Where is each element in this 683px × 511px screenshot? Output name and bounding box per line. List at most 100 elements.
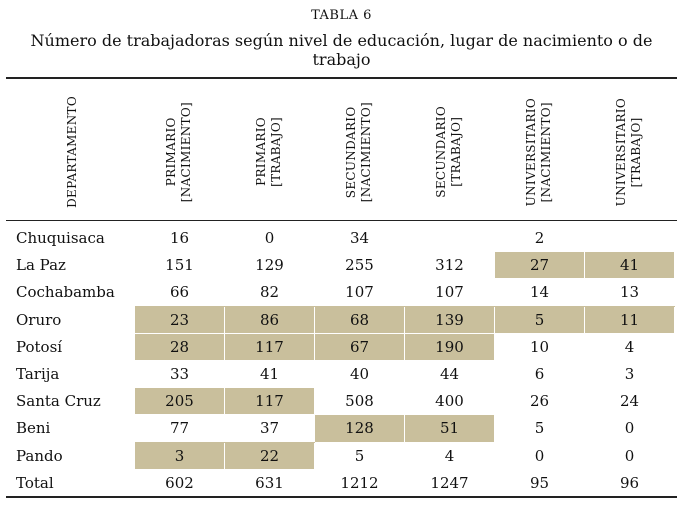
row-label: Beni bbox=[16, 419, 51, 438]
table-cell: 26 bbox=[529, 392, 550, 411]
table-row: Pando 3 22 5 4 0 0 bbox=[7, 441, 675, 470]
column-header-universitario-nacimiento: UNIVERSITARIO [NACIMIENTO] bbox=[494, 86, 584, 218]
table-cell: 128 bbox=[314, 414, 405, 443]
table-cell: 1247 bbox=[430, 473, 469, 492]
table-row: Chuquisaca 16 0 34 2 bbox=[7, 225, 675, 252]
table-cell: 51 bbox=[404, 414, 495, 443]
column-header-line2: [TRABAJO] bbox=[269, 117, 283, 187]
table-cell: 16 bbox=[169, 229, 190, 248]
table-label: TABLA 6 bbox=[311, 8, 372, 23]
table-cell: 14 bbox=[529, 283, 550, 302]
table-title: Número de trabajadoras según nivel de ed… bbox=[30, 31, 653, 69]
table-cell: 5 bbox=[354, 446, 365, 465]
table-cell: 3 bbox=[624, 365, 635, 384]
table-cell: 107 bbox=[345, 283, 374, 302]
table-cell: 6 bbox=[534, 365, 545, 384]
top-rule bbox=[6, 77, 677, 79]
table-cell: 508 bbox=[345, 392, 374, 411]
table-cell: 255 bbox=[345, 256, 374, 275]
row-label: Tarija bbox=[16, 365, 60, 384]
table-cell: 205 bbox=[134, 387, 225, 416]
column-header-line1: DEPARTAMENTO bbox=[64, 96, 79, 208]
table-cell: 68 bbox=[314, 305, 405, 334]
column-header-line2: [NACIMIENTO] bbox=[179, 101, 193, 203]
table-cell: 41 bbox=[584, 251, 675, 280]
table-cell: 312 bbox=[435, 256, 464, 275]
table-cell: 129 bbox=[255, 256, 284, 275]
table-cell: 13 bbox=[619, 283, 640, 302]
table-row: Cochabamba 66 82 107 107 14 13 bbox=[7, 279, 675, 306]
table-cell: 44 bbox=[439, 365, 460, 384]
table-row: Santa Cruz 205 117 508 400 26 24 bbox=[7, 387, 675, 416]
table-cell: 27 bbox=[494, 251, 585, 280]
table-cell: 33 bbox=[169, 365, 190, 384]
table-cell: 0 bbox=[624, 419, 635, 438]
column-header-primario-trabajo: PRIMARIO [TRABAJO] bbox=[224, 86, 314, 218]
table-cell: 0 bbox=[534, 446, 545, 465]
data-table: Chuquisaca 16 0 34 2 La Paz 151 129 255 312 27 41 Co… bbox=[6, 224, 675, 497]
bottom-rule bbox=[6, 496, 677, 498]
table-cell: 37 bbox=[259, 419, 280, 438]
table-cell: 67 bbox=[314, 332, 405, 361]
row-label: Cochabamba bbox=[16, 283, 115, 302]
table-cell: 0 bbox=[264, 229, 275, 248]
table-cell: 139 bbox=[404, 305, 495, 334]
table-cell: 77 bbox=[169, 419, 190, 438]
row-label: Chuquisaca bbox=[16, 229, 105, 248]
table-body: Chuquisaca 16 0 34 2 La Paz 151 129 255 312 27 41 Co… bbox=[7, 225, 675, 497]
table-cell: 96 bbox=[619, 473, 640, 492]
table-cell: 151 bbox=[165, 256, 194, 275]
table-cell bbox=[405, 225, 495, 252]
table-cell: 117 bbox=[224, 387, 315, 416]
header-rule bbox=[6, 220, 677, 221]
row-label: Pando bbox=[16, 446, 63, 465]
column-header-secundario-trabajo: SECUNDARIO [TRABAJO] bbox=[404, 86, 494, 218]
column-header-universitario-trabajo: UNIVERSITARIO [TRABAJO] bbox=[584, 86, 674, 218]
column-header-line1: UNIVERSITARIO bbox=[524, 97, 538, 207]
table-cell: 602 bbox=[165, 473, 194, 492]
table-cell: 24 bbox=[619, 392, 640, 411]
table-cell: 86 bbox=[224, 305, 315, 334]
column-header-line2: [NACIMIENTO] bbox=[359, 101, 373, 203]
table-cell: 66 bbox=[169, 283, 190, 302]
table-cell: 2 bbox=[534, 229, 545, 248]
row-label: Total bbox=[16, 473, 54, 492]
column-header-line1: PRIMARIO bbox=[254, 117, 268, 187]
table-cell: 5 bbox=[494, 305, 585, 334]
table-row: Potosí 28 117 67 190 10 4 bbox=[7, 332, 675, 361]
table-cell: 3 bbox=[134, 441, 225, 470]
column-header-line2: [TRABAJO] bbox=[629, 117, 643, 187]
table-row: Oruro 23 86 68 139 5 11 bbox=[7, 305, 675, 334]
table-cell: 41 bbox=[259, 365, 280, 384]
table-cell: 4 bbox=[444, 446, 455, 465]
table-cell: 5 bbox=[534, 419, 545, 438]
table-cell: 1212 bbox=[340, 473, 379, 492]
column-header-secundario-nacimiento: SECUNDARIO [NACIMIENTO] bbox=[314, 86, 404, 218]
table-cell: 34 bbox=[349, 229, 370, 248]
table-row: La Paz 151 129 255 312 27 41 bbox=[7, 251, 675, 280]
table-cell: 23 bbox=[134, 305, 225, 334]
column-header-line2: [TRABAJO] bbox=[449, 117, 463, 187]
table-cell: 28 bbox=[134, 332, 225, 361]
table-cell bbox=[585, 225, 675, 252]
table-cell: 117 bbox=[224, 332, 315, 361]
table-cell: 400 bbox=[435, 392, 464, 411]
column-header-line1: SECUNDARIO bbox=[344, 106, 358, 198]
table-cell: 0 bbox=[624, 446, 635, 465]
column-header-line1: UNIVERSITARIO bbox=[614, 97, 628, 207]
column-header-departamento: DEPARTAMENTO bbox=[20, 86, 124, 218]
table-row: Total 602 631 1212 1247 95 96 bbox=[7, 469, 675, 496]
table-cell: 4 bbox=[624, 337, 635, 356]
column-header-primario-nacimiento: PRIMARIO [NACIMIENTO] bbox=[134, 86, 224, 218]
column-header-line1: SECUNDARIO bbox=[434, 106, 448, 198]
table-cell: 82 bbox=[259, 283, 280, 302]
table-cell: 10 bbox=[529, 337, 550, 356]
table-row: Beni 77 37 128 51 5 0 bbox=[7, 414, 675, 443]
table-cell: 95 bbox=[529, 473, 550, 492]
row-label: Potosí bbox=[16, 337, 63, 356]
row-label: Oruro bbox=[16, 310, 62, 329]
table-row: Tarija 33 41 40 44 6 3 bbox=[7, 360, 675, 387]
column-header-line1: PRIMARIO bbox=[164, 117, 178, 187]
row-label: La Paz bbox=[16, 256, 66, 275]
table-cell: 190 bbox=[404, 332, 495, 361]
